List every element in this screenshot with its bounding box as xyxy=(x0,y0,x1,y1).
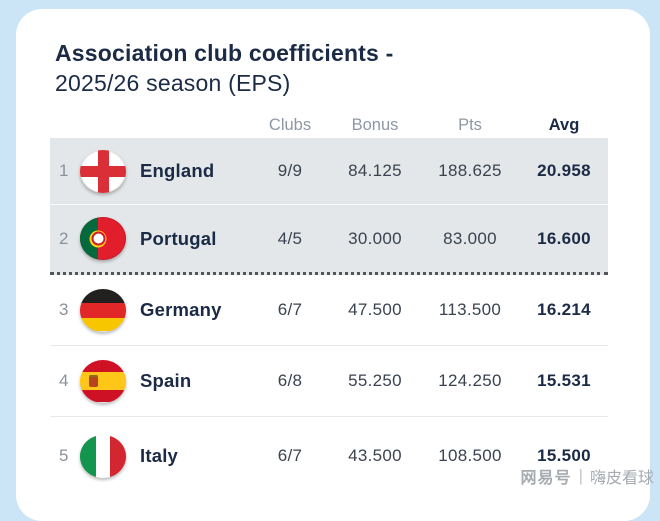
flag-cell xyxy=(80,359,140,403)
avg-value: 15.500 xyxy=(537,446,591,465)
flag-cell xyxy=(80,434,140,478)
coefficients-card: Association club coefficients - 2025/26 … xyxy=(16,9,650,521)
table-row-germany: 3 Germany 6/7 47.500 113.500 16.214 xyxy=(50,275,608,346)
clubs-value: 9/9 xyxy=(277,161,303,180)
rank-number: 3 xyxy=(59,300,69,319)
column-header-bonus: Bonus xyxy=(351,115,399,134)
rank-number: 1 xyxy=(59,161,69,180)
spain-flag-icon xyxy=(80,359,126,403)
column-header-pts: Pts xyxy=(458,115,482,134)
table-row-spain: 4 Spain 6/8 55.250 124.250 15.531 xyxy=(50,346,608,417)
country-name: England xyxy=(140,160,215,181)
rank-number: 2 xyxy=(59,228,69,248)
pts-value: 83.000 xyxy=(443,228,497,248)
qualification-highlight-block: 1 England 9/9 84.125 188.625 20.958 2 xyxy=(50,138,608,275)
table-row-england: 1 England 9/9 84.125 188.625 20.958 xyxy=(50,138,608,205)
avg-value: 15.531 xyxy=(537,371,591,390)
germany-flag-icon xyxy=(80,288,126,332)
portugal-flag-icon xyxy=(80,217,126,260)
flag-cell xyxy=(80,217,140,260)
coefficients-table: Clubs Bonus Pts Avg 1 England 9/9 84.125… xyxy=(50,112,608,495)
table-row-italy: 5 Italy 6/7 43.500 108.500 15.500 xyxy=(50,417,608,495)
table-header-row: Clubs Bonus Pts Avg xyxy=(50,112,608,138)
column-header-clubs: Clubs xyxy=(268,115,312,134)
pts-value: 188.625 xyxy=(438,161,502,180)
page-title-line1: Association club coefficients - xyxy=(55,40,394,66)
flag-cell xyxy=(80,149,140,193)
italy-flag-icon xyxy=(80,434,126,478)
bonus-value: 47.500 xyxy=(348,300,402,319)
clubs-value: 4/5 xyxy=(277,228,303,248)
watermark-separator: | xyxy=(578,466,583,485)
bonus-value: 84.125 xyxy=(348,161,402,180)
rank-number: 4 xyxy=(59,371,69,390)
avg-value: 16.600 xyxy=(537,228,591,248)
pts-value: 108.500 xyxy=(438,446,502,465)
avg-value: 16.214 xyxy=(537,300,591,319)
clubs-value: 6/7 xyxy=(277,300,303,319)
avg-value: 20.958 xyxy=(537,161,591,180)
bonus-value: 43.500 xyxy=(348,446,402,465)
flag-cell xyxy=(80,288,140,332)
country-name: Portugal xyxy=(140,227,217,249)
country-name: Germany xyxy=(140,299,222,320)
watermark-brand: 网易号 xyxy=(520,470,572,487)
pts-value: 124.250 xyxy=(438,371,502,390)
netease-watermark: 网易号 | 嗨皮看球 xyxy=(521,464,654,488)
rank-number: 5 xyxy=(59,446,69,465)
bonus-value: 55.250 xyxy=(348,371,402,390)
country-name: Spain xyxy=(140,370,192,391)
column-header-avg: Avg xyxy=(548,115,580,134)
watermark-account: 嗨皮看球 xyxy=(589,470,654,487)
country-name: Italy xyxy=(140,445,179,466)
pts-value: 113.500 xyxy=(438,300,502,319)
clubs-value: 6/8 xyxy=(277,371,303,390)
england-flag-icon xyxy=(80,149,126,193)
page-title-line2: 2025/26 season (EPS) xyxy=(55,70,291,96)
bonus-value: 30.000 xyxy=(348,228,402,248)
page-title: Association club coefficients - 2025/26 … xyxy=(55,38,650,98)
clubs-value: 6/7 xyxy=(277,446,303,465)
table-row-portugal: 2 Portugal 4/5 30.000 83.000 16.600 xyxy=(50,205,608,272)
